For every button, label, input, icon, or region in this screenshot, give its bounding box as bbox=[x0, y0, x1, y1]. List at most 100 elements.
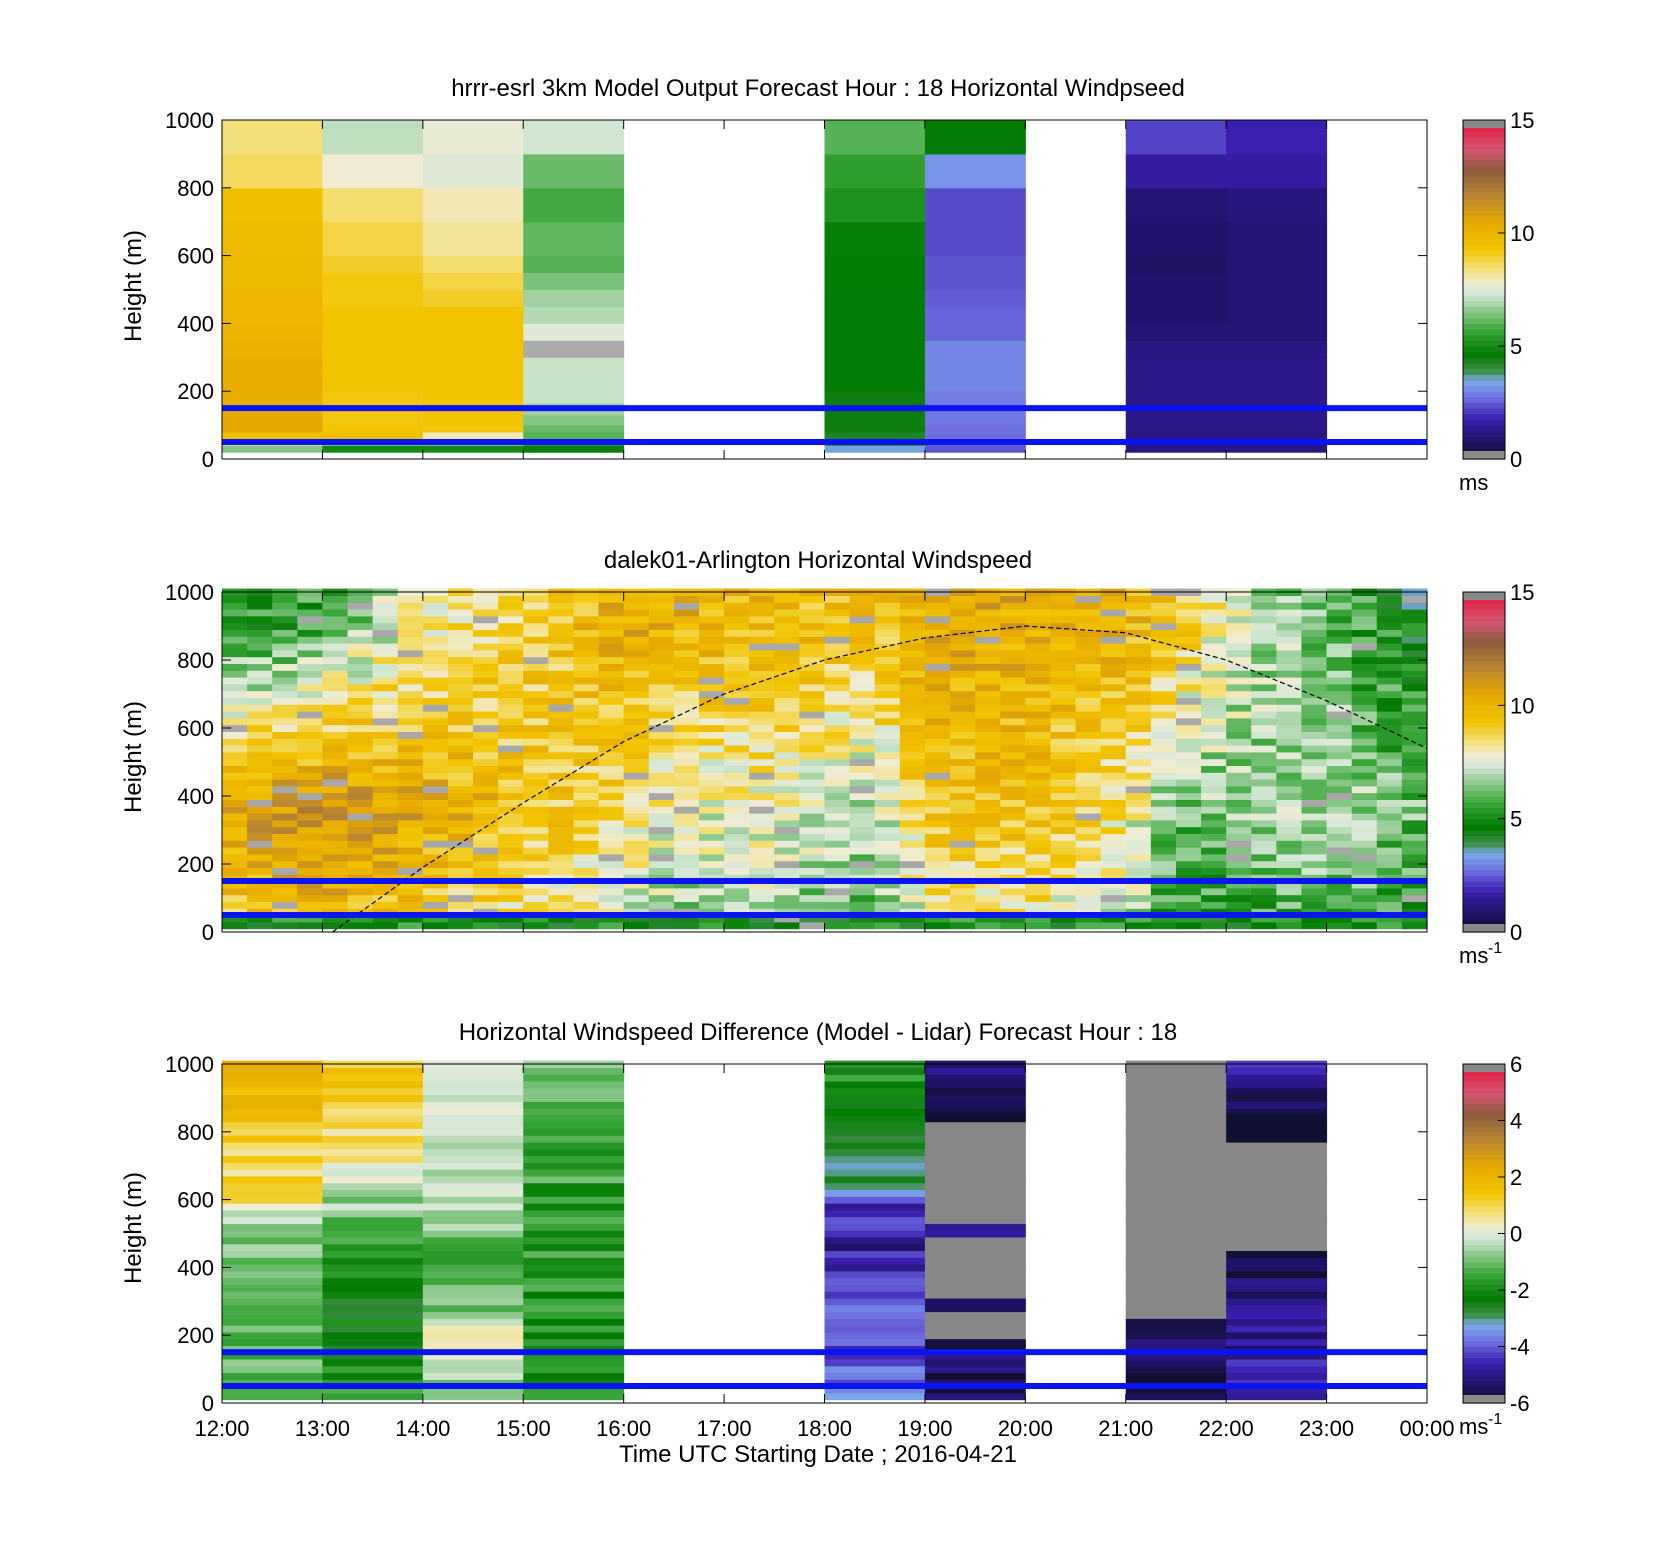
heatmap-cell bbox=[623, 663, 650, 671]
heatmap-cell bbox=[975, 915, 1001, 923]
heatmap-cell bbox=[698, 819, 725, 828]
heatmap-cell bbox=[975, 826, 1001, 834]
heatmap-cell bbox=[447, 602, 474, 610]
heatmap-cell bbox=[222, 847, 248, 855]
heatmap-cell bbox=[924, 357, 1026, 375]
heatmap-cell bbox=[774, 901, 800, 909]
heatmap-cell bbox=[1000, 785, 1026, 794]
heatmap-cell bbox=[272, 636, 298, 644]
heatmap-cell bbox=[523, 765, 549, 773]
heatmap-cell bbox=[899, 724, 926, 732]
heatmap-cell bbox=[724, 602, 750, 610]
heatmap-cell bbox=[1351, 615, 1378, 624]
heatmap-cell bbox=[422, 1087, 524, 1096]
heatmap-cell bbox=[924, 1141, 1026, 1150]
heatmap-cell bbox=[724, 901, 750, 909]
heatmap-cell bbox=[824, 1284, 926, 1292]
heatmap-cell bbox=[1175, 874, 1202, 882]
heatmap-cell bbox=[924, 414, 1026, 426]
heatmap-cell bbox=[799, 921, 826, 930]
heatmap-cell bbox=[422, 724, 449, 732]
heatmap-cell bbox=[799, 615, 826, 624]
heatmap-cell bbox=[799, 901, 826, 909]
heatmap-cell bbox=[523, 874, 549, 882]
heatmap-cell bbox=[1175, 840, 1202, 848]
heatmap-cell bbox=[372, 765, 399, 773]
heatmap-cell bbox=[322, 1386, 424, 1394]
heatmap-cell bbox=[1050, 887, 1077, 896]
heatmap-cell bbox=[473, 758, 499, 766]
heatmap-cell bbox=[799, 697, 826, 705]
heatmap-cell bbox=[222, 853, 248, 862]
heatmap-cell bbox=[422, 431, 524, 440]
heatmap-cell bbox=[247, 663, 273, 671]
heatmap-cell bbox=[272, 683, 298, 692]
heatmap-cell bbox=[1351, 609, 1378, 617]
heatmap-cell bbox=[372, 717, 399, 726]
heatmap-cell bbox=[347, 826, 374, 834]
heatmap-cell bbox=[749, 609, 775, 617]
heatmap-cell bbox=[498, 636, 524, 644]
heatmap-cell bbox=[950, 636, 976, 644]
heatmap-cell bbox=[1100, 649, 1127, 658]
heatmap-cell bbox=[372, 785, 399, 794]
heatmap-cell bbox=[498, 819, 524, 828]
colorbar-segment bbox=[1463, 1143, 1505, 1150]
heatmap-cell bbox=[899, 853, 926, 862]
heatmap-cell bbox=[1075, 602, 1102, 610]
colorbar-segment bbox=[1463, 620, 1505, 627]
heatmap-cell bbox=[247, 779, 273, 787]
heatmap-cell bbox=[899, 785, 926, 794]
heatmap-cell bbox=[548, 690, 575, 698]
heatmap-cell bbox=[523, 595, 549, 603]
heatmap-cell bbox=[1226, 921, 1252, 930]
heatmap-cell bbox=[422, 1386, 524, 1394]
heatmap-cell bbox=[849, 860, 876, 868]
heatmap-cell bbox=[874, 779, 901, 787]
heatmap-cell bbox=[648, 636, 675, 644]
heatmap-cell bbox=[724, 595, 750, 603]
heatmap-cell bbox=[1201, 860, 1227, 868]
colorbar-segment bbox=[1463, 614, 1505, 621]
heatmap-cell bbox=[422, 792, 449, 800]
colorbar-segment bbox=[1463, 892, 1505, 899]
heatmap-cell bbox=[422, 826, 449, 834]
heatmap-cell bbox=[1100, 915, 1127, 923]
heatmap-cell bbox=[1226, 1223, 1328, 1231]
heatmap-cell bbox=[297, 847, 324, 855]
heatmap-cell bbox=[1226, 731, 1252, 739]
heatmap-cell bbox=[1351, 595, 1378, 603]
heatmap-cell bbox=[924, 1223, 1026, 1231]
heatmap-cell bbox=[1276, 643, 1303, 651]
heatmap-cell bbox=[1075, 799, 1102, 807]
heatmap-cell bbox=[1301, 806, 1328, 814]
heatmap-cell bbox=[1201, 697, 1227, 705]
heatmap-cell bbox=[598, 683, 625, 692]
heatmap-cell bbox=[523, 1196, 625, 1204]
heatmap-cell bbox=[824, 187, 926, 223]
heatmap-cell bbox=[447, 629, 474, 637]
heatmap-cell bbox=[648, 683, 675, 692]
heatmap-cell bbox=[824, 391, 926, 404]
heatmap-cell bbox=[1226, 1386, 1328, 1394]
heatmap-cell bbox=[1201, 663, 1227, 671]
heatmap-cell bbox=[1301, 819, 1328, 828]
heatmap-cell bbox=[372, 683, 399, 692]
heatmap-cell bbox=[422, 323, 524, 341]
heatmap-cell bbox=[950, 738, 976, 746]
heatmap-cell bbox=[548, 758, 575, 766]
heatmap-cell bbox=[222, 894, 248, 902]
heatmap-cell bbox=[498, 860, 524, 868]
heatmap-cell bbox=[824, 1141, 926, 1150]
heatmap-cell bbox=[975, 819, 1001, 828]
heatmap-cell bbox=[824, 120, 926, 155]
heatmap-cell bbox=[322, 1202, 424, 1211]
heatmap-cell bbox=[648, 853, 675, 862]
heatmap-cell bbox=[724, 921, 750, 930]
heatmap-cell bbox=[447, 717, 474, 726]
heatmap-cell bbox=[1251, 649, 1277, 658]
heatmap-cell bbox=[1175, 765, 1202, 773]
heatmap-cell bbox=[749, 840, 775, 848]
heatmap-cell bbox=[1075, 792, 1102, 800]
heatmap-cell bbox=[548, 921, 575, 930]
